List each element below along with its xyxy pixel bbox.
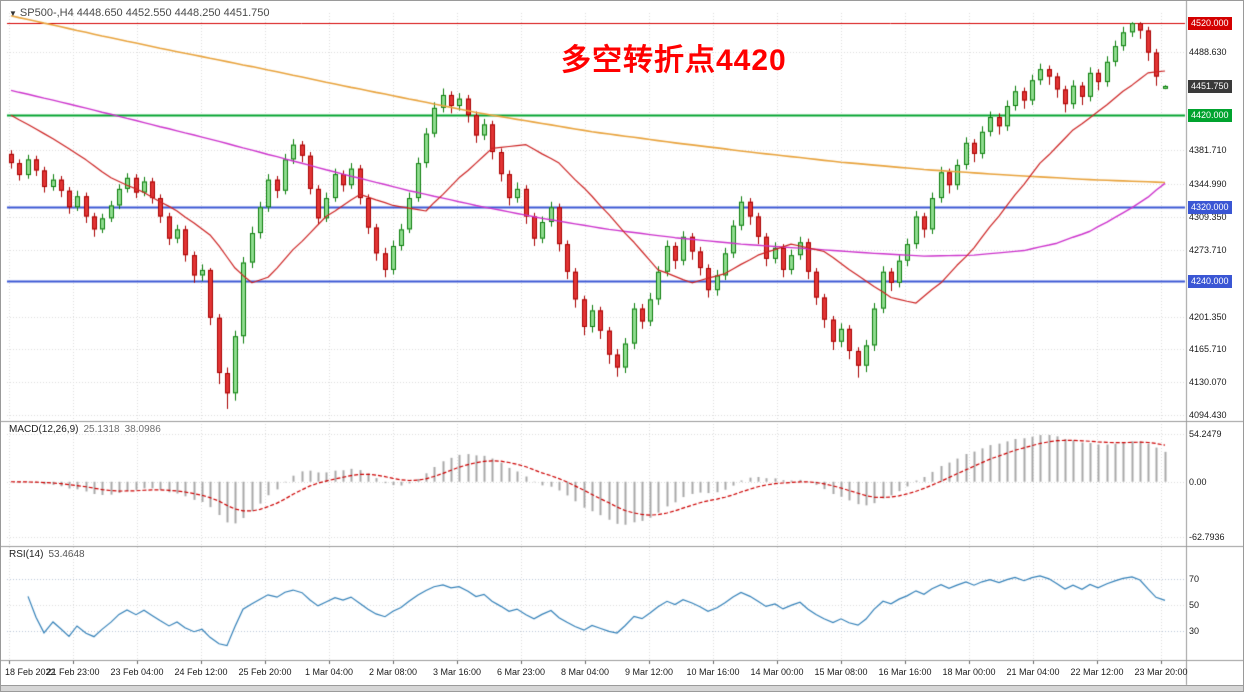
macd-tick-label: 54.2479 (1189, 429, 1222, 440)
macd-tick-label: 0.00 (1189, 476, 1207, 487)
time-axis-label: 23 Mar 20:00 (1134, 667, 1188, 677)
price-badge: 4520.000 (1188, 17, 1232, 31)
time-axis-label: 15 Mar 08:00 (814, 667, 868, 677)
time-axis-label: 23 Feb 04:00 (110, 667, 164, 677)
price-badge: 4451.750 (1188, 79, 1232, 93)
time-axis-label: 18 Feb 2022 (5, 667, 56, 677)
time-axis-label: 8 Mar 04:00 (560, 667, 610, 677)
macd-name: MACD(12,26,9) (9, 424, 79, 435)
time-axis-label: 2 Mar 08:00 (368, 667, 418, 677)
rsi-tick-label: 70 (1189, 574, 1200, 585)
time-axis-label: 1 Mar 04:00 (304, 667, 354, 677)
price-tick-label: 4201.350 (1189, 311, 1227, 322)
chart-annotation: 多空转折点4420 (561, 44, 787, 77)
time-axis-label: 6 Mar 23:00 (496, 667, 546, 677)
rsi-tick-label: 50 (1189, 599, 1200, 610)
price-tick-label: 4344.990 (1189, 179, 1227, 190)
rsi-indicator-label: RSI(14) 53.4648 (9, 549, 85, 560)
price-tick-label: 4488.630 (1189, 47, 1227, 57)
symbol-header: ▼ SP500-,H4 4448.650 4452.550 4448.250 44… (9, 7, 270, 19)
price-tick-label: 4165.710 (1189, 344, 1227, 355)
window-bottom-bar (1, 685, 1243, 691)
macd-tick-label: -62.7936 (1189, 531, 1225, 542)
time-axis-label: 22 Mar 12:00 (1070, 667, 1124, 677)
time-axis-label: 21 Feb 23:00 (46, 667, 100, 677)
rsi-tick-label: 30 (1189, 625, 1200, 636)
time-axis-label: 21 Mar 04:00 (1006, 667, 1060, 677)
symbol-timeframe-label: SP500-,H4 (19, 7, 74, 19)
price-badge: 4320.000 (1188, 201, 1232, 215)
rsi-name: RSI(14) (9, 549, 44, 560)
symbol-dropdown-icon[interactable]: ▼ (9, 9, 17, 18)
time-axis-label: 16 Mar 16:00 (878, 667, 932, 677)
price-tick-label: 4381.710 (1189, 145, 1227, 156)
price-tick-label: 4273.710 (1189, 244, 1227, 255)
macd-signal-value: 38.0986 (124, 424, 161, 435)
time-axis-label: 3 Mar 16:00 (432, 667, 482, 677)
time-axis-label: 25 Feb 20:00 (238, 667, 292, 677)
macd-main-value: 25.1318 (83, 424, 120, 435)
price-tick-label: 4094.430 (1189, 409, 1227, 420)
rsi-value: 53.4648 (48, 549, 85, 560)
price-badge: 4240.000 (1188, 274, 1232, 288)
time-axis-label: 18 Mar 00:00 (942, 667, 996, 677)
time-axis-label: 9 Mar 12:00 (624, 667, 674, 677)
time-axis-label: 14 Mar 00:00 (750, 667, 804, 677)
price-badge: 4420.000 (1188, 109, 1232, 123)
macd-indicator-label: MACD(12,26,9) 25.1318 38.0986 (9, 424, 161, 435)
price-tick-label: 4309.350 (1189, 212, 1227, 223)
ohlc-values: 4448.650 4452.550 4448.250 4451.750 (76, 7, 270, 19)
price-tick-label: 4130.070 (1189, 377, 1227, 388)
time-axis-label: 24 Feb 12:00 (174, 667, 228, 677)
time-axis-label: 10 Mar 16:00 (686, 667, 740, 677)
